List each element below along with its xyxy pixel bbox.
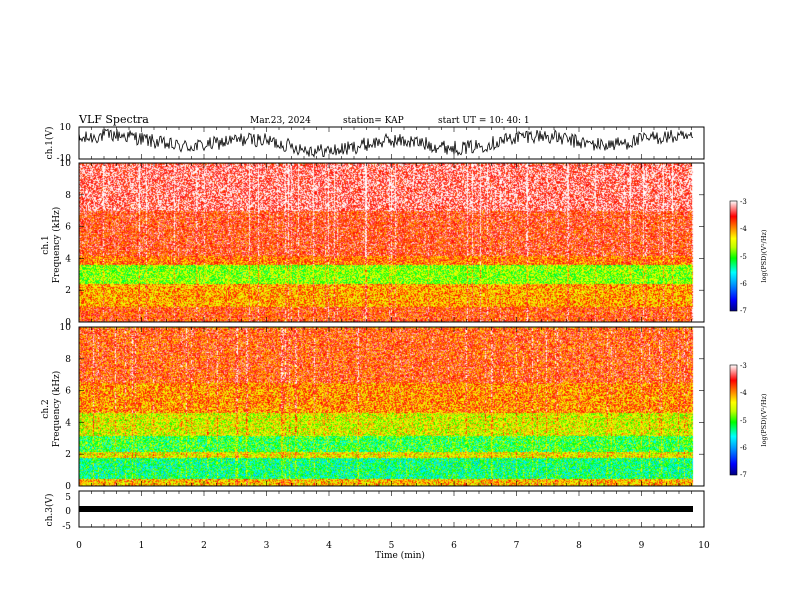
y-tick-label: 2 <box>65 286 71 296</box>
ch1-colorbar-tick: -3 <box>740 198 747 206</box>
ch2-spec-x-ticks <box>78 327 705 486</box>
ch3-waveform-panel: ch.3(V) 5 0 -5 <box>44 490 705 532</box>
ch3-ytick-bottom: -5 <box>62 522 71 532</box>
y-tick-label: 0 <box>65 482 71 492</box>
ch2-colorbar-tick: -4 <box>740 389 747 397</box>
x-tick-label: 5 <box>389 541 395 551</box>
x-axis-label: Time (min) <box>375 550 425 561</box>
y-tick-label: 0 <box>65 318 71 328</box>
ch1-colorbar-tick: -4 <box>740 225 747 233</box>
ch1-colorbar: -3 -4 -5 -6 -7 log(PSD)(V²/Hz) <box>729 198 768 315</box>
ch1-colorbar-tick: -6 <box>740 280 747 288</box>
ch1-spectrogram-panel: ch.1 Frequency (kHz) 0 2 4 6 8 10 <box>41 159 705 328</box>
ch1-ylabel: ch.1(V) <box>44 127 55 160</box>
ch1-ytick-bottom: -10 <box>57 154 72 164</box>
ch1-x-ticks <box>78 127 705 159</box>
ch2-colorbar-tick: -7 <box>740 471 747 479</box>
ch3-ytick-top: 5 <box>65 493 71 503</box>
y-tick-label: 2 <box>65 450 71 460</box>
ch3-level-band <box>79 506 693 512</box>
ch1-colorbar-label: log(PSD)(V²/Hz) <box>760 229 768 282</box>
ch1-waveform-panel: ch.1(V) 10 -10 <box>44 123 705 164</box>
ch2-colorbar-label: log(PSD)(V²/Hz) <box>760 393 768 446</box>
x-tick-label: 8 <box>576 541 582 551</box>
ch2-spectrogram-image <box>79 327 704 486</box>
x-tick-label: 9 <box>639 541 645 551</box>
ch3-x-ticks <box>78 491 705 527</box>
y-tick-label: 6 <box>65 387 71 397</box>
ch2-colorbar-tick: -5 <box>740 417 747 425</box>
ch1-spec-ylabel-line2: Frequency (kHz) <box>51 207 62 284</box>
y-tick-label: 6 <box>65 223 71 233</box>
ch2-colorbar-gradient <box>729 364 738 476</box>
x-tick-label: 2 <box>201 541 207 551</box>
y-tick-label: 10 <box>60 159 72 169</box>
ch1-waveform-line <box>78 128 694 159</box>
y-tick-label: 8 <box>65 191 71 201</box>
ch2-colorbar-tick: -3 <box>740 362 747 370</box>
x-tick-label: 7 <box>514 541 520 551</box>
ch1-spec-ylabel-line1: ch.1 <box>41 235 51 254</box>
ch1-colorbar-tick: -5 <box>740 253 747 261</box>
header-station: station= KAP <box>343 116 404 126</box>
y-tick-label: 10 <box>60 323 72 333</box>
x-tick-label: 10 <box>698 541 710 551</box>
x-tick-label: 1 <box>139 541 145 551</box>
ch3-ylabel: ch.3(V) <box>44 494 55 527</box>
ch1-ytick-top: 10 <box>60 123 72 133</box>
ch1-colorbar-gradient <box>729 200 738 312</box>
ch2-spec-ylabel-line1: ch.2 <box>41 399 51 418</box>
x-tick-label: 0 <box>76 541 82 551</box>
x-axis-tick-labels: 0 1 2 3 4 5 6 7 8 9 10 <box>76 541 710 551</box>
header-date: Mar.23, 2024 <box>250 116 311 126</box>
y-tick-label: 8 <box>65 355 71 365</box>
y-tick-label: 4 <box>65 418 71 428</box>
y-tick-label: 4 <box>65 254 71 264</box>
x-tick-label: 4 <box>326 541 332 551</box>
ch1-spectrogram-image <box>79 163 704 322</box>
ch1-spec-y-ticks: 0 2 4 6 8 10 <box>60 159 704 328</box>
ch1-colorbar-tick: -7 <box>740 307 747 315</box>
x-tick-label: 3 <box>264 541 270 551</box>
figure-title: VLF Spectra <box>78 113 149 126</box>
ch2-colorbar-tick: -6 <box>740 444 747 452</box>
ch2-spectrogram-panel: ch.2 Frequency (kHz) 0 2 4 6 8 10 <box>41 323 705 492</box>
header-start-time: start UT = 10: 40: 1 <box>438 116 530 126</box>
ch3-ytick-mid: 0 <box>65 507 71 517</box>
ch2-spec-ylabel-line2: Frequency (kHz) <box>51 371 62 448</box>
ch2-colorbar: -3 -4 -5 -6 -7 log(PSD)(V²/Hz) <box>729 362 768 479</box>
x-tick-label: 6 <box>451 541 457 551</box>
ch1-spec-x-ticks <box>78 163 705 322</box>
ch2-spec-y-ticks: 0 2 4 6 8 10 <box>60 323 704 492</box>
